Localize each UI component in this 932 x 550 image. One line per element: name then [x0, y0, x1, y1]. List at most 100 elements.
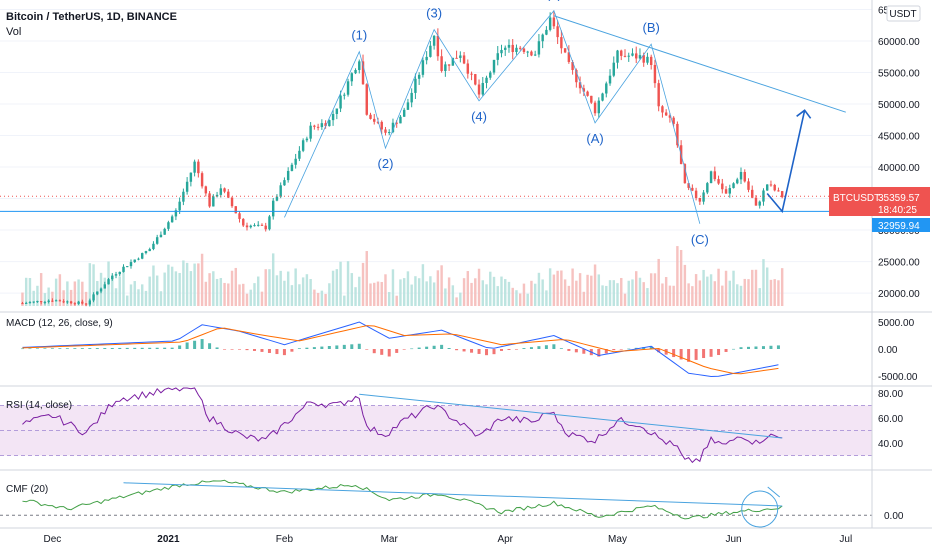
candle-body — [739, 171, 743, 180]
volume-bar — [683, 264, 687, 306]
candle-body — [245, 225, 249, 228]
candle-body — [197, 161, 200, 174]
volume-bar — [170, 266, 174, 306]
candle-body — [754, 197, 758, 206]
volume-bar — [43, 293, 47, 306]
volume-bar — [242, 283, 245, 306]
macd-histogram-bar — [350, 344, 354, 349]
rsi-band — [0, 405, 872, 456]
macd-histogram-bar — [28, 348, 32, 350]
candle-body — [133, 259, 136, 263]
macd-histogram-bar — [649, 346, 653, 349]
macd-histogram-bar — [208, 343, 212, 349]
candle-body — [354, 70, 357, 74]
volume-bar — [676, 246, 679, 306]
volume-bar — [462, 278, 466, 306]
volume-bar — [447, 277, 451, 306]
volume-bar — [571, 268, 574, 306]
volume-bar — [496, 286, 499, 306]
volume-bar — [358, 276, 361, 306]
macd-histogram-bar — [230, 349, 234, 350]
volume-bar — [47, 287, 50, 306]
x-axis-tick: Apr — [497, 534, 513, 545]
candle-body — [137, 258, 140, 260]
macd-histogram-bar — [776, 345, 780, 349]
macd-histogram-bar — [739, 347, 743, 349]
volume-bar — [713, 281, 717, 306]
volume-bar — [739, 285, 743, 306]
candle-body — [275, 196, 279, 201]
macd-pane[interactable] — [20, 321, 780, 377]
wave-label: (5) — [546, 0, 562, 2]
macd-histogram-bar — [163, 347, 167, 349]
macd-histogram-bar — [702, 349, 706, 359]
candle-body — [39, 301, 43, 303]
candle-body — [253, 225, 256, 227]
cmf-highlight-mark — [767, 486, 781, 498]
volume-bar — [425, 281, 428, 306]
candlesticks[interactable] — [21, 10, 784, 307]
candle-body — [215, 194, 219, 197]
macd-histogram-bar — [238, 349, 242, 350]
candle-body — [320, 123, 324, 128]
volume-bar — [238, 284, 241, 306]
candle-body — [646, 56, 649, 63]
wave-label: (4) — [471, 109, 487, 124]
candle-body — [305, 138, 309, 141]
volume-bar — [279, 270, 282, 306]
macd-histogram-bar — [514, 349, 518, 350]
volume-bar — [126, 295, 129, 306]
candle-body — [350, 73, 354, 82]
macd-histogram-bar — [627, 348, 631, 350]
candle-body — [155, 237, 159, 244]
macd-histogram-bar — [582, 349, 586, 354]
volume-bar — [679, 249, 683, 306]
candle-body — [496, 53, 499, 60]
volume-bar — [167, 264, 170, 306]
candle-body — [504, 47, 507, 50]
currency-box[interactable] — [886, 5, 921, 22]
volume-bar — [234, 267, 237, 306]
candle-body — [73, 303, 77, 305]
macd-histogram-bar — [103, 348, 107, 349]
volume-bar — [672, 285, 675, 306]
candle-body — [395, 122, 398, 124]
volume-bar — [642, 282, 645, 306]
candle-body — [242, 218, 245, 226]
candle-body — [268, 216, 271, 230]
volume-bar — [732, 270, 735, 306]
candle-body — [683, 164, 687, 184]
candle-body — [593, 102, 597, 114]
candle-body — [672, 117, 675, 124]
macd-histogram-bar — [245, 349, 249, 351]
candle-body — [170, 216, 174, 223]
volume-bar — [455, 297, 458, 306]
volume-bar — [548, 268, 552, 306]
volume-bar — [440, 265, 443, 306]
currency-label[interactable]: USDT — [889, 9, 916, 20]
volume-bar — [638, 277, 642, 306]
macd-histogram-bar — [178, 345, 182, 349]
candle-body — [140, 253, 144, 259]
cmf-pane[interactable] — [0, 479, 872, 528]
volume-bar — [331, 270, 335, 306]
wave-label: (B) — [643, 20, 660, 35]
volume-bar — [354, 287, 357, 306]
candle-body — [313, 125, 316, 127]
macd-histogram-bar — [567, 349, 571, 351]
candle-body — [99, 288, 103, 292]
macd-histogram-bar — [65, 348, 69, 349]
macd-histogram-bar — [148, 347, 152, 349]
candle-body — [324, 123, 327, 127]
volume-bar — [485, 284, 488, 306]
volume-bar — [451, 285, 455, 306]
candle-body — [518, 47, 522, 49]
macd-histogram-bar — [58, 348, 62, 349]
candle-body — [54, 300, 58, 302]
candle-body — [627, 55, 630, 57]
candle-body — [417, 74, 421, 79]
candle-body — [346, 81, 350, 95]
rsi-pane[interactable] — [22, 387, 783, 464]
candle-body — [309, 125, 312, 139]
